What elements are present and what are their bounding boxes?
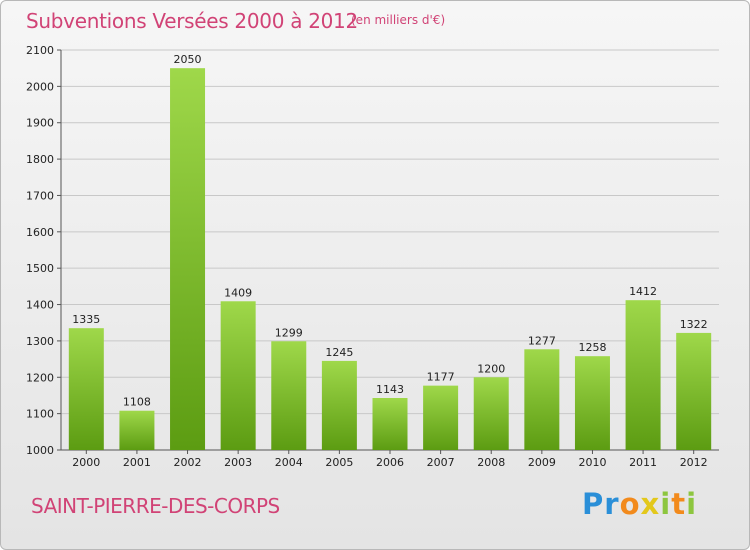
value-label: 1409 bbox=[224, 286, 252, 299]
bar-2003[interactable] bbox=[220, 301, 256, 450]
y-tick-label: 1700 bbox=[26, 189, 54, 202]
bar-2008[interactable] bbox=[473, 377, 509, 450]
city-name: SAINT-PIERRE-DES-CORPS bbox=[31, 494, 280, 518]
x-tick-label: 2007 bbox=[427, 456, 455, 469]
x-tick-label: 2006 bbox=[376, 456, 404, 469]
bar-2004[interactable] bbox=[271, 341, 307, 450]
y-tick-label: 2100 bbox=[26, 44, 54, 57]
bar-2001[interactable] bbox=[119, 410, 155, 450]
bar-2002[interactable] bbox=[170, 68, 206, 450]
x-tick-label: 2009 bbox=[528, 456, 556, 469]
value-label: 1299 bbox=[275, 326, 303, 339]
x-tick-label: 2005 bbox=[325, 456, 353, 469]
x-tick-label: 2010 bbox=[578, 456, 606, 469]
value-label: 1177 bbox=[427, 371, 455, 384]
y-tick-label: 1800 bbox=[26, 153, 54, 166]
y-tick-label: 2000 bbox=[26, 80, 54, 93]
value-label: 1322 bbox=[680, 318, 708, 331]
unit-note: (en milliers d'€) bbox=[351, 13, 446, 27]
y-tick-label: 1600 bbox=[26, 226, 54, 239]
bar-2010[interactable] bbox=[574, 356, 610, 450]
bar-2007[interactable] bbox=[423, 385, 459, 450]
y-tick-label: 1000 bbox=[26, 444, 54, 457]
x-tick-label: 2011 bbox=[629, 456, 657, 469]
value-label: 1200 bbox=[477, 362, 505, 375]
value-label: 2050 bbox=[174, 53, 202, 66]
labels: 1335 1108 2050 1409 1299 1245 1143 1177 1200 1277… bbox=[72, 53, 707, 409]
axes: 1000 1100 1200 1300 1400 1500 1600 1700 1800 1900… bbox=[26, 44, 719, 469]
x-tick-label: 2001 bbox=[123, 456, 151, 469]
bar-2011[interactable] bbox=[625, 300, 661, 450]
x-tick-label: 2002 bbox=[174, 456, 202, 469]
value-label: 1108 bbox=[123, 396, 151, 409]
y-tick-label: 1500 bbox=[26, 262, 54, 275]
bar-2009[interactable] bbox=[524, 349, 560, 450]
bars bbox=[68, 68, 712, 450]
x-tick-label: 2008 bbox=[477, 456, 505, 469]
bar-2005[interactable] bbox=[321, 360, 357, 450]
y-tick-label: 1900 bbox=[26, 117, 54, 130]
x-tick-label: 2012 bbox=[680, 456, 708, 469]
x-tick-label: 2000 bbox=[72, 456, 100, 469]
x-tick-label: 2004 bbox=[275, 456, 303, 469]
bar-2006[interactable] bbox=[372, 398, 408, 450]
bar-2012[interactable] bbox=[676, 332, 712, 450]
value-label: 1143 bbox=[376, 383, 404, 396]
value-label: 1335 bbox=[72, 313, 100, 326]
y-tick-label: 1300 bbox=[26, 335, 54, 348]
x-tick-label: 2003 bbox=[224, 456, 252, 469]
y-tick-label: 1400 bbox=[26, 299, 54, 312]
chart-title: Subventions Versées 2000 à 2012 bbox=[26, 9, 358, 33]
value-label: 1277 bbox=[528, 334, 556, 347]
proxiti-logo[interactable]: Proxiti bbox=[582, 487, 698, 521]
value-label: 1412 bbox=[629, 285, 657, 298]
value-label: 1245 bbox=[325, 346, 353, 359]
y-tick-label: 1200 bbox=[26, 371, 54, 384]
y-tick-label: 1100 bbox=[26, 408, 54, 421]
value-label: 1258 bbox=[578, 341, 606, 354]
bar-2000[interactable] bbox=[68, 328, 104, 450]
